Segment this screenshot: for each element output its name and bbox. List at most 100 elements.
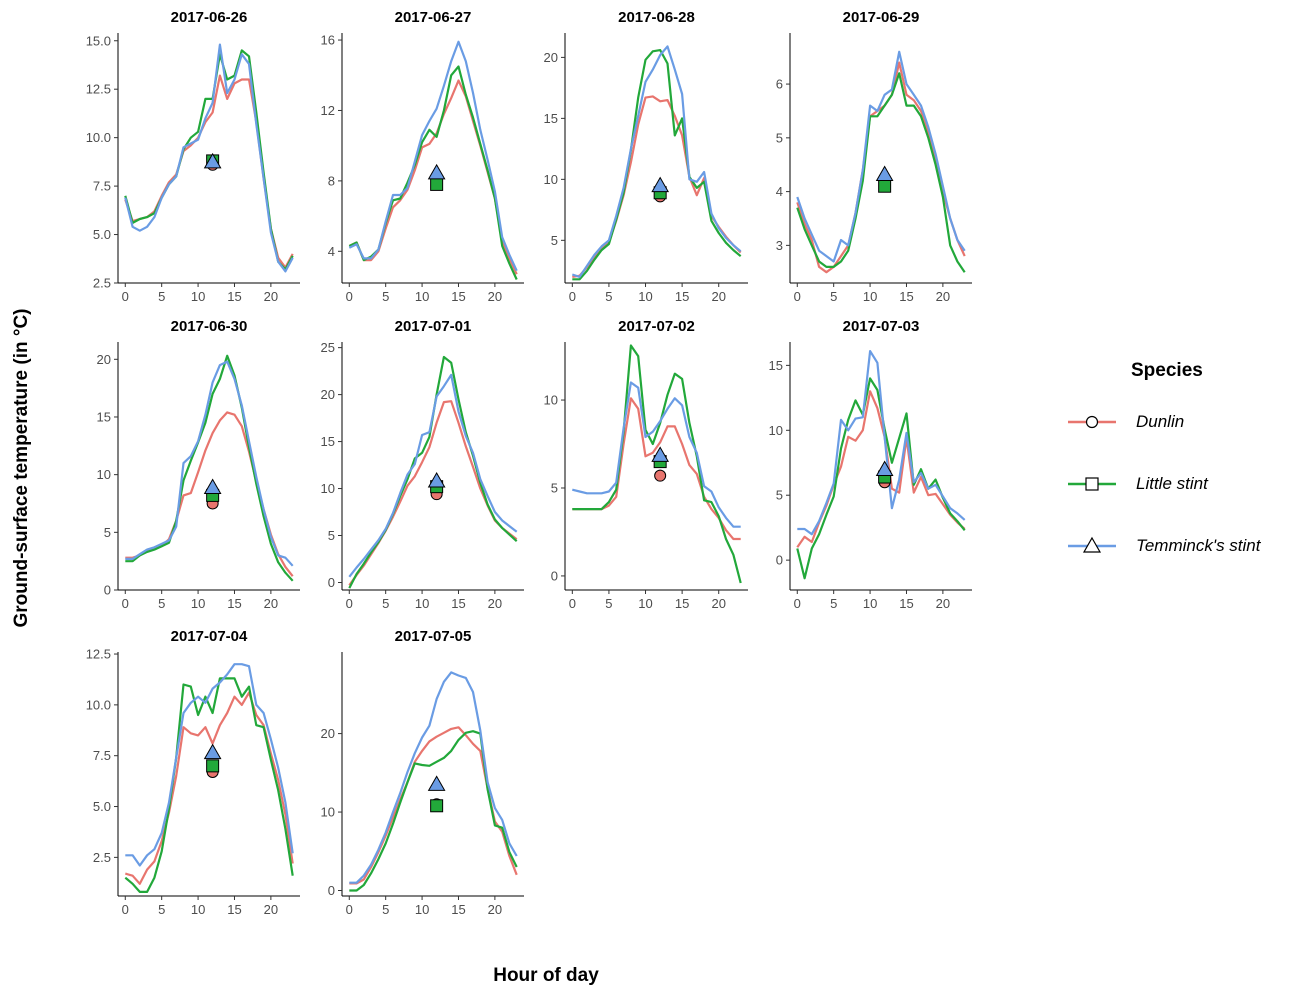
panel-title: 2017-06-28: [618, 9, 695, 26]
y-tick-label: 4: [776, 184, 783, 199]
x-tick-label: 10: [863, 289, 877, 304]
y-tick-label: 5: [328, 528, 335, 543]
y-tick-label: 10: [544, 393, 558, 408]
series-line-little-stint: [796, 72, 966, 273]
series-line-dunlin: [572, 397, 741, 541]
point-marker-temminck-s-stint: [427, 163, 446, 180]
point-marker-temminck-s-stint: [427, 775, 446, 791]
y-tick-label: 5: [551, 233, 558, 248]
panel-2017-06-26: 2017-06-26 2.5 5.0 7.5 10.0 12.5 15.0 0 5 10 15 20: [86, 9, 300, 304]
x-axis-label: Hour of day: [493, 965, 599, 986]
series-line-little-stint: [348, 355, 518, 589]
panel-2017-06-30: 2017-06-30 0 5 10 15 20 0 5 10 15 20: [97, 318, 300, 611]
x-tick-label: 10: [415, 596, 429, 611]
y-tick-label: 5.0: [93, 227, 111, 242]
y-tick-label: 5: [776, 130, 783, 145]
x-tick-label: 20: [711, 289, 725, 304]
series-line-temminck-s-stint: [796, 50, 966, 263]
y-tick-label: 12: [321, 103, 335, 118]
x-tick-label: 5: [382, 596, 389, 611]
y-tick-label: 5: [776, 488, 783, 503]
y-tick-label: 6: [776, 77, 783, 92]
x-tick-label: 10: [863, 596, 877, 611]
x-tick-label: 15: [899, 289, 913, 304]
x-tick-label: 20: [488, 596, 502, 611]
x-tick-label: 5: [605, 596, 612, 611]
y-tick-label: 4: [328, 244, 335, 259]
x-tick-label: 0: [794, 596, 801, 611]
x-tick-label: 5: [382, 902, 389, 917]
y-tick-label: 8: [328, 173, 335, 188]
point-marker-little-stint: [878, 179, 892, 193]
x-tick-label: 5: [382, 289, 389, 304]
y-tick-label: 3: [776, 238, 783, 253]
x-tick-label: 0: [346, 596, 353, 611]
x-tick-label: 15: [675, 596, 689, 611]
x-tick-label: 0: [122, 902, 129, 917]
point-marker-temminck-s-stint: [203, 743, 222, 760]
x-tick-label: 10: [415, 902, 429, 917]
x-tick-label: 20: [264, 289, 278, 304]
series-line-dunlin: [124, 691, 294, 885]
legend-item-temmincks-stint: Temminck's stint: [1060, 531, 1300, 561]
x-tick-label: 10: [191, 902, 205, 917]
panel-title: 2017-06-27: [395, 9, 472, 26]
point-marker-temminck-s-stint: [203, 152, 222, 169]
y-tick-label: 10: [769, 423, 783, 438]
panel-2017-07-04: 2017-07-04 2.5 5.0 7.5 10.0 12.5 0 5 10 15 20: [86, 628, 300, 917]
triangle-marker-icon: [1068, 536, 1116, 553]
y-axis-label: Ground-surface temperature (in °C): [11, 308, 32, 628]
x-tick-label: 10: [638, 289, 652, 304]
point-marker-temminck-s-stint: [875, 460, 894, 477]
y-tick-label: 5: [104, 525, 111, 540]
point-marker-temminck-s-stint: [203, 478, 222, 494]
panel-title: 2017-06-30: [171, 318, 248, 335]
x-tick-label: 0: [346, 902, 353, 917]
y-tick-label: 20: [544, 50, 558, 65]
panel-title: 2017-06-26: [171, 9, 248, 26]
x-tick-label: 10: [638, 596, 652, 611]
series-line-temminck-s-stint: [125, 360, 294, 567]
panel-2017-07-01: 2017-07-01 0 5 10 15 20 25 0 5 10 15 20: [321, 318, 524, 611]
series-line-temminck-s-stint: [349, 671, 518, 884]
x-tick-label: 0: [794, 289, 801, 304]
x-tick-label: 15: [899, 596, 913, 611]
y-tick-label: 0: [776, 553, 783, 568]
x-tick-label: 20: [936, 289, 950, 304]
legend-title: Species: [1131, 360, 1203, 381]
panel-2017-07-03: 2017-07-03 0 5 10 15 0 5 10 15 20: [769, 318, 972, 611]
circle-marker-icon: [1068, 415, 1116, 429]
y-tick-label: 15: [769, 358, 783, 373]
legend-item-little-stint: Little stint: [1060, 469, 1300, 499]
x-tick-label: 0: [569, 289, 576, 304]
y-tick-label: 10: [321, 481, 335, 496]
point-marker-temminck-s-stint: [875, 165, 894, 181]
y-tick-label: 2.5: [93, 850, 111, 865]
x-tick-label: 15: [227, 596, 241, 611]
series-line-temminck-s-stint: [571, 45, 742, 278]
point-marker-temminck-s-stint: [427, 471, 446, 488]
point-marker-dunlin: [654, 469, 667, 482]
point-marker-temminck-s-stint: [651, 446, 670, 462]
y-tick-label: 5.0: [93, 799, 111, 814]
x-tick-label: 20: [711, 596, 725, 611]
x-tick-label: 15: [451, 596, 465, 611]
panel-title: 2017-07-04: [171, 628, 248, 645]
panel-title: 2017-06-29: [843, 9, 920, 26]
x-tick-label: 5: [830, 596, 837, 611]
series-line-little-stint: [125, 354, 294, 582]
y-tick-label: 15: [544, 111, 558, 126]
point-marker-little-stint: [430, 177, 444, 191]
legend-item-dunlin: Dunlin: [1060, 407, 1300, 437]
y-tick-label: 5: [551, 480, 558, 495]
series-line-dunlin: [124, 74, 294, 269]
x-tick-label: 0: [122, 596, 129, 611]
x-tick-label: 0: [569, 596, 576, 611]
series-line-little-stint: [349, 730, 518, 892]
x-tick-label: 15: [227, 902, 241, 917]
y-tick-label: 12.5: [86, 82, 111, 97]
point-marker-little-stint: [206, 759, 220, 773]
x-tick-label: 20: [936, 596, 950, 611]
y-tick-label: 10: [544, 172, 558, 187]
